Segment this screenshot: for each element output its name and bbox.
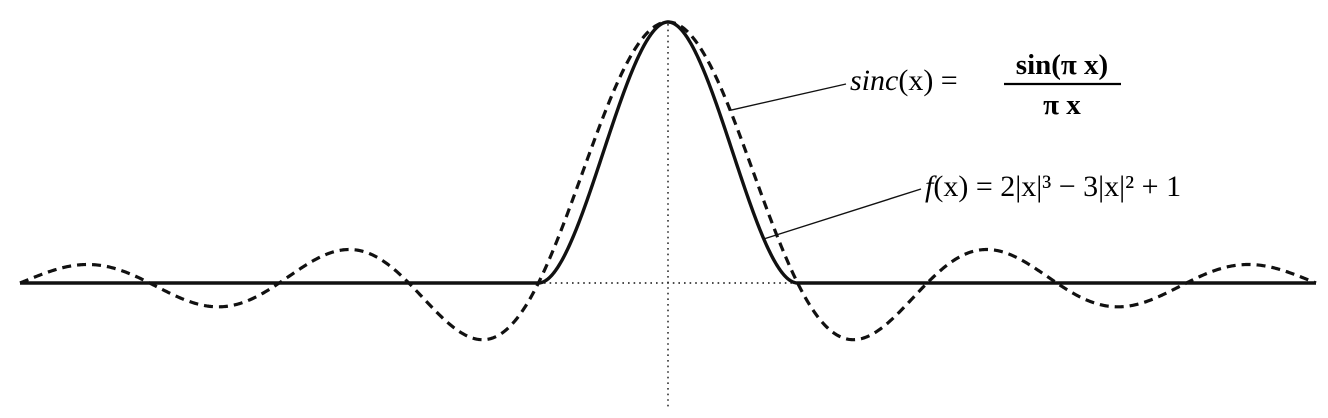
sinc-label: sinc(x) = sin(π x) π x [850, 49, 1121, 121]
cubic-label-leader-line [762, 188, 922, 240]
cubic-kernel-curve [19, 20, 1317, 285]
sinc-label-lhs: sinc [850, 64, 898, 97]
svg-text:sinc(x) =: sinc(x) = [850, 64, 958, 97]
sinc-label-numerator: sin(π x) [1016, 49, 1108, 81]
cubic-label-rest: (x) = 2|x|³ − 3|x|² + 1 [933, 170, 1181, 203]
svg-text:f(x) = 2|x|³ − 3|x|² + 1: f(x) = 2|x|³ − 3|x|² + 1 [925, 170, 1181, 203]
sinc-label-denominator: π x [1043, 89, 1081, 121]
sinc-label-leader-line [730, 83, 847, 111]
sinc-label-arg: (x) = [898, 64, 957, 97]
cubic-label: f(x) = 2|x|³ − 3|x|² + 1 [925, 170, 1181, 203]
